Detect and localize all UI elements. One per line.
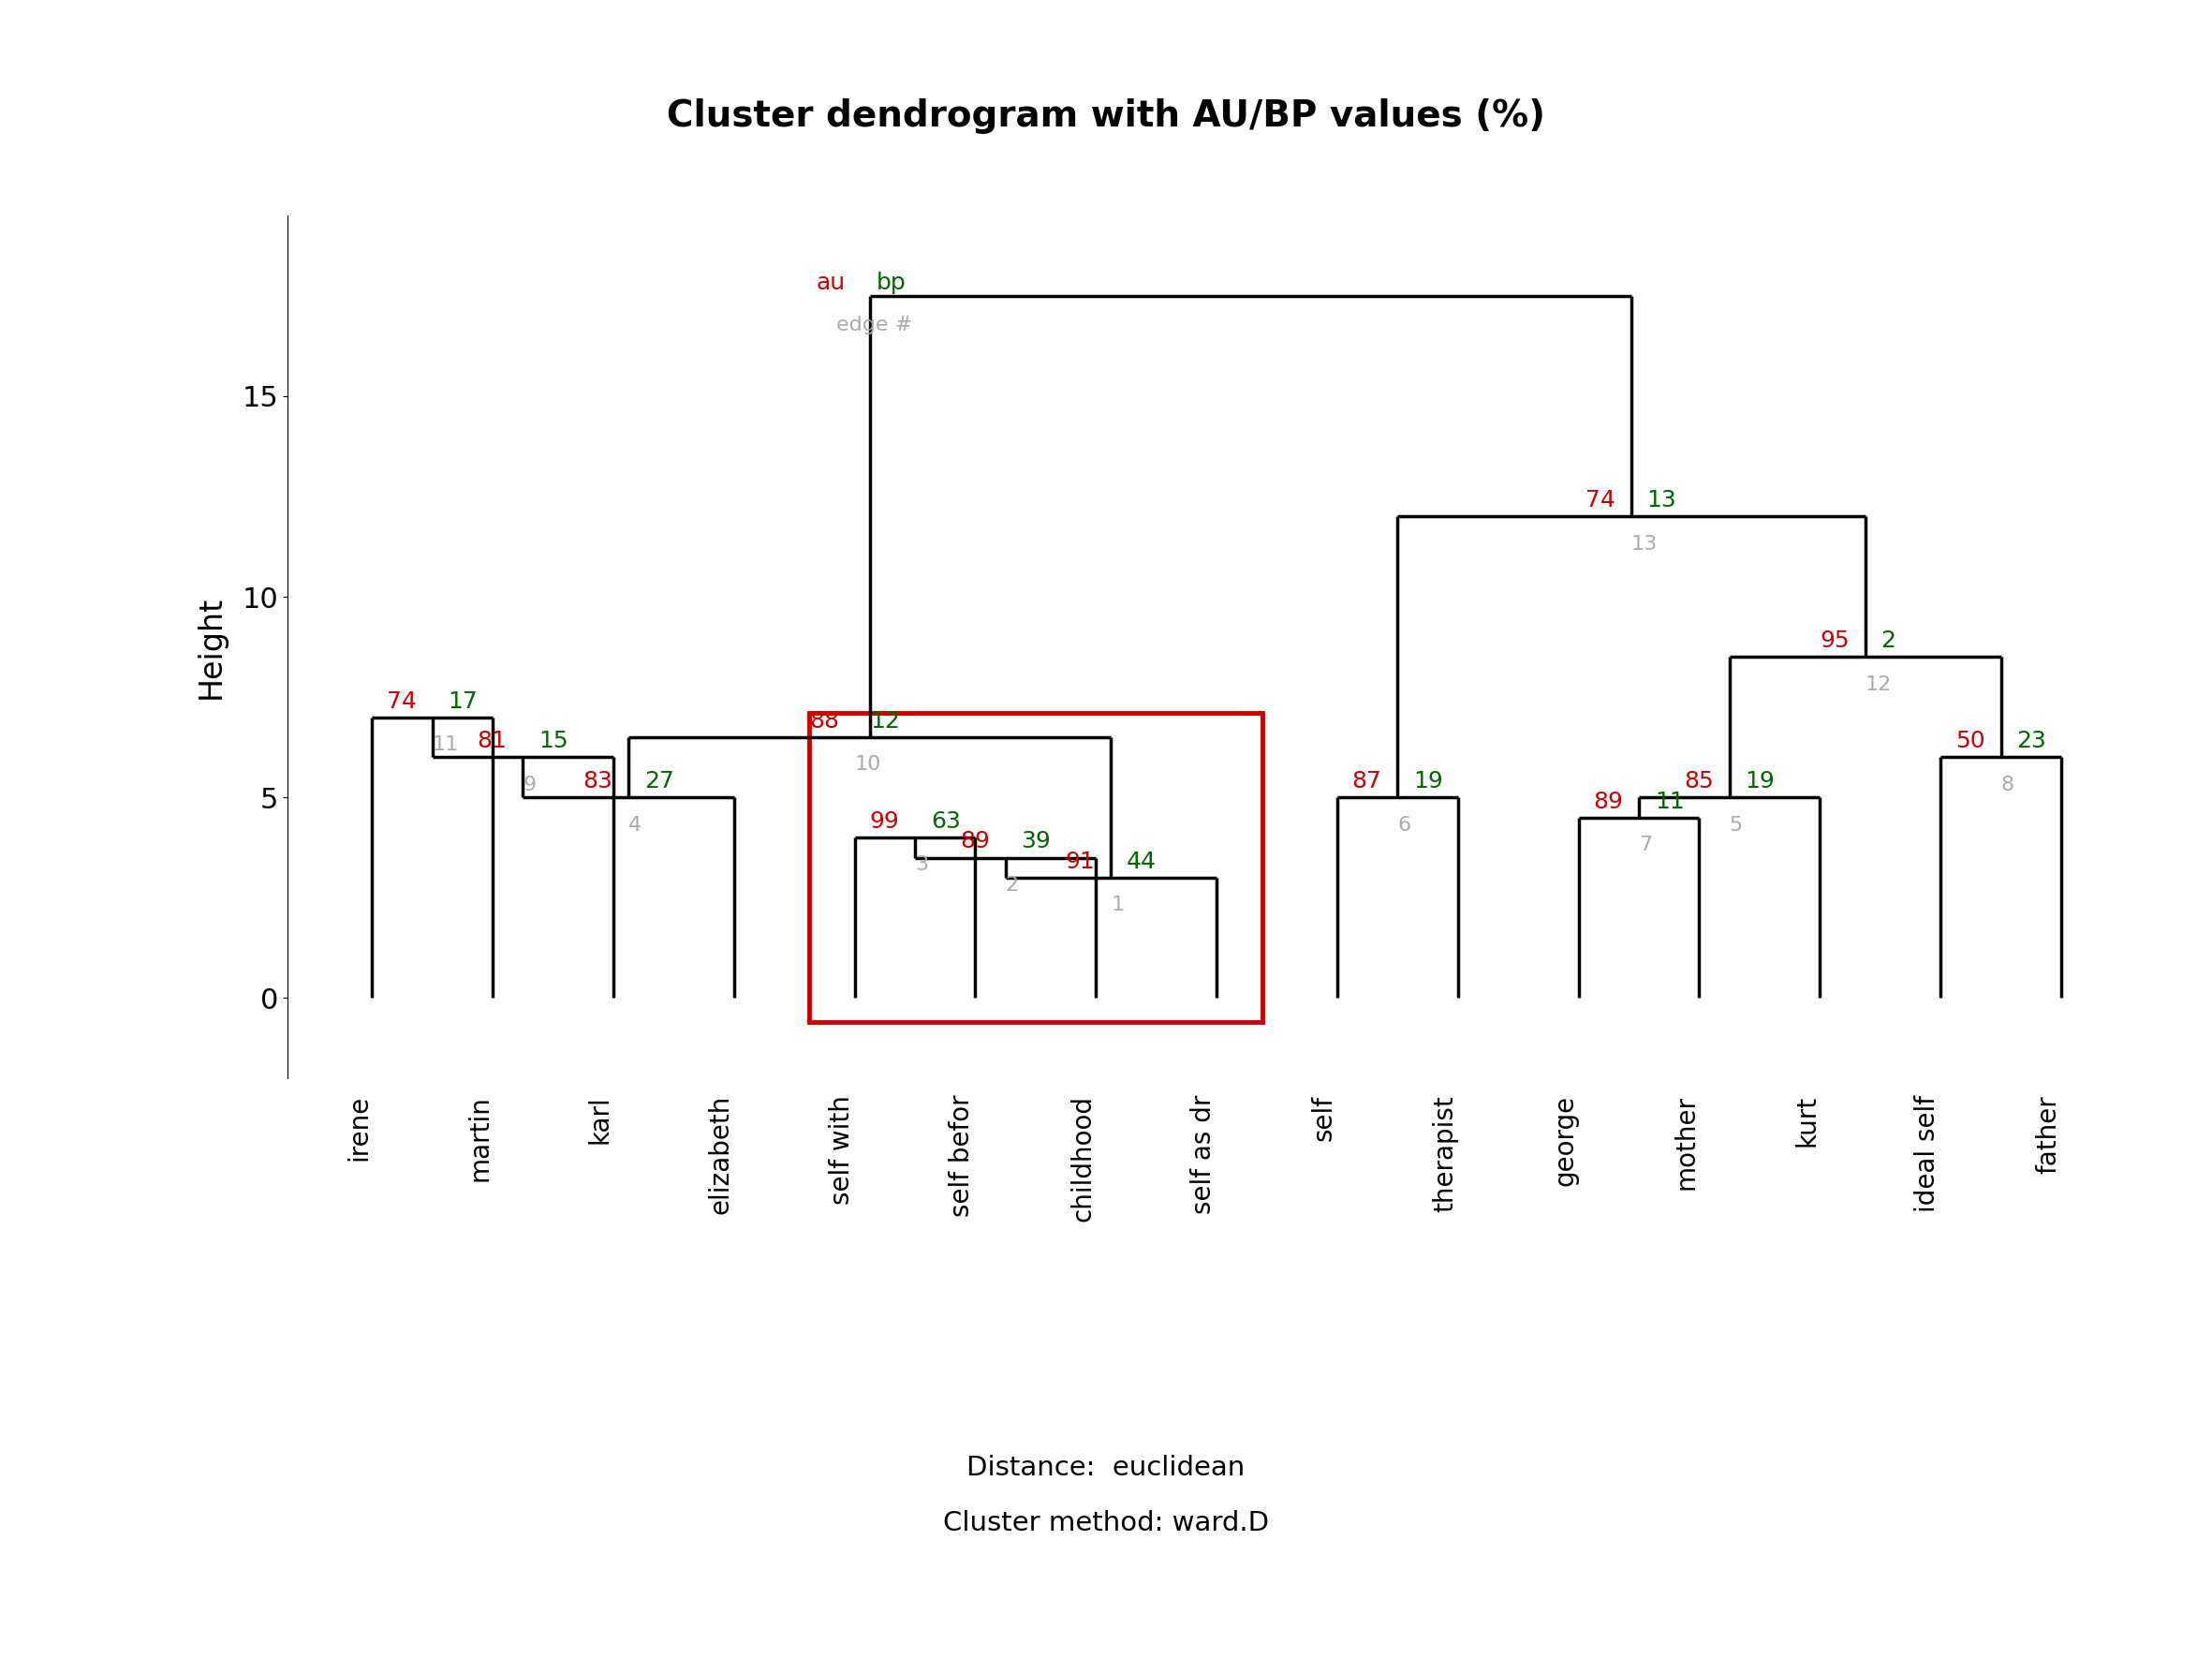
Text: Distance:  euclidean: Distance: euclidean	[967, 1455, 1245, 1481]
Text: self: self	[1312, 1095, 1338, 1141]
Text: 1: 1	[1110, 896, 1124, 914]
Text: 44: 44	[1126, 851, 1157, 873]
Text: 19: 19	[1745, 770, 1774, 793]
Text: self as dr: self as dr	[1190, 1095, 1217, 1214]
Text: 11: 11	[1655, 790, 1683, 813]
Text: 3: 3	[916, 856, 929, 874]
Text: self befor: self befor	[949, 1095, 975, 1218]
Text: 88: 88	[810, 710, 838, 733]
Text: 12: 12	[1865, 675, 1891, 693]
Text: 8: 8	[2002, 775, 2015, 795]
Text: 74: 74	[1586, 489, 1615, 511]
Text: 39: 39	[1022, 831, 1051, 853]
Text: Cluster dendrogram with AU/BP values (%): Cluster dendrogram with AU/BP values (%)	[666, 98, 1546, 134]
Text: 6: 6	[1398, 816, 1411, 834]
Text: kurt: kurt	[1794, 1095, 1820, 1146]
Text: 99: 99	[869, 810, 900, 833]
Text: therapist: therapist	[1431, 1095, 1458, 1211]
Text: 81: 81	[478, 730, 507, 753]
Y-axis label: Height: Height	[195, 596, 226, 698]
Text: edge #: edge #	[836, 315, 914, 335]
Text: 17: 17	[449, 690, 478, 712]
Text: bp: bp	[876, 272, 907, 294]
Text: 12: 12	[869, 710, 900, 733]
Text: 4: 4	[628, 816, 641, 834]
Text: 85: 85	[1683, 770, 1714, 793]
Text: self with: self with	[830, 1095, 854, 1204]
Text: Cluster method: ward.D: Cluster method: ward.D	[942, 1510, 1270, 1536]
Bar	[810, 713, 1263, 1022]
Text: martin: martin	[467, 1095, 493, 1181]
Text: 10: 10	[854, 755, 880, 775]
Text: 27: 27	[644, 770, 675, 793]
Text: 83: 83	[584, 770, 613, 793]
Text: 13: 13	[1648, 489, 1677, 511]
Text: elizabeth: elizabeth	[708, 1095, 734, 1214]
Text: father: father	[2035, 1095, 2062, 1173]
Text: 50: 50	[1955, 730, 1984, 753]
Text: irene: irene	[345, 1095, 372, 1161]
Text: 89: 89	[960, 831, 989, 853]
Text: mother: mother	[1672, 1095, 1699, 1190]
Text: au: au	[816, 272, 845, 294]
Text: 87: 87	[1352, 770, 1382, 793]
Text: karl: karl	[586, 1095, 613, 1143]
Text: 63: 63	[931, 810, 960, 833]
Text: 74: 74	[387, 690, 416, 712]
Text: 23: 23	[2017, 730, 2046, 753]
Text: 2: 2	[1006, 876, 1020, 894]
Text: childhood: childhood	[1071, 1095, 1095, 1221]
Text: george: george	[1553, 1095, 1579, 1186]
Text: 13: 13	[1630, 534, 1657, 554]
Text: 2: 2	[1880, 630, 1896, 652]
Text: 95: 95	[1820, 630, 1849, 652]
Text: 91: 91	[1066, 851, 1095, 873]
Text: ideal self: ideal self	[1913, 1095, 1940, 1213]
Text: 5: 5	[1730, 816, 1743, 834]
Text: 9: 9	[522, 775, 535, 795]
Text: 15: 15	[538, 730, 568, 753]
Text: 11: 11	[431, 735, 458, 755]
Text: 7: 7	[1639, 836, 1652, 854]
Text: 19: 19	[1413, 770, 1442, 793]
Text: 89: 89	[1593, 790, 1624, 813]
